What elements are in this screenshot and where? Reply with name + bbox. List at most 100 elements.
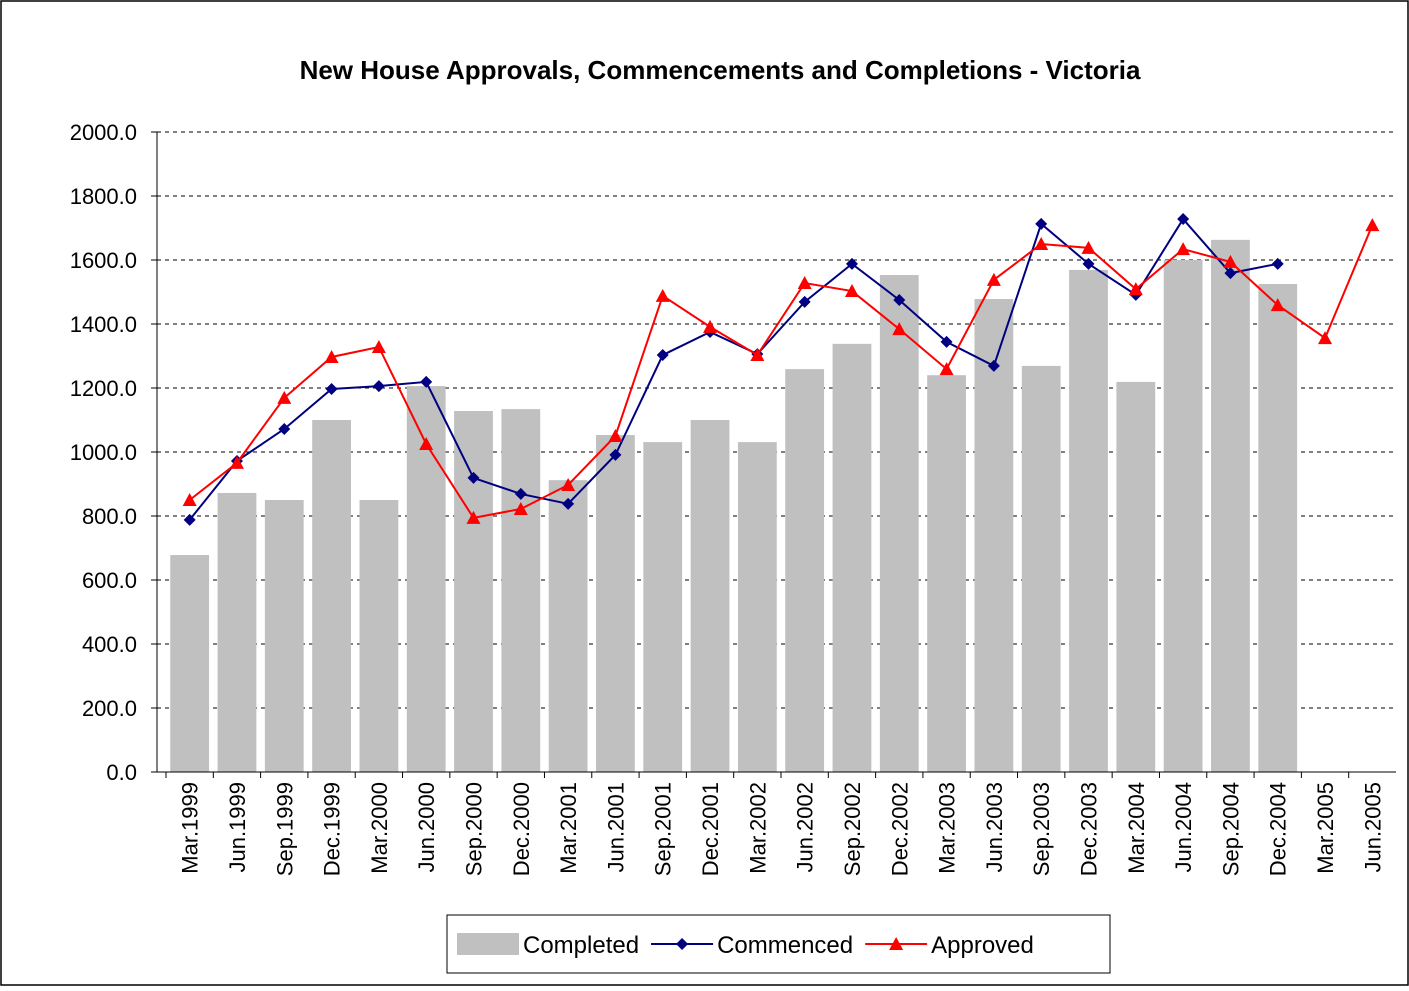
x-tick-label: Mar.2003 — [935, 782, 960, 874]
marker — [513, 501, 528, 515]
x-tick-label: Dec.2003 — [1077, 782, 1102, 876]
x-tick-label: Sep.2004 — [1218, 782, 1243, 876]
y-tick-label: 400.0 — [82, 632, 137, 657]
marker — [750, 348, 765, 362]
marker — [1223, 254, 1238, 268]
x-tick-label: Jun.2001 — [603, 782, 628, 873]
bar — [927, 375, 966, 772]
bar — [1069, 269, 1108, 772]
bar — [1116, 381, 1156, 772]
marker — [656, 349, 669, 362]
bar — [312, 420, 351, 772]
marker — [676, 938, 689, 950]
marker — [1034, 237, 1049, 250]
y-tick-label: 800.0 — [82, 504, 137, 529]
x-tick-label: Sep.1999 — [272, 782, 297, 876]
marker — [1177, 213, 1190, 226]
marker — [1270, 298, 1285, 312]
y-tick-label: 1400.0 — [70, 312, 137, 337]
x-tick-label: Mar.1999 — [178, 782, 203, 874]
marker — [609, 448, 622, 461]
chart-title: New House Approvals, Commencements and C… — [300, 55, 1141, 85]
bar — [785, 369, 825, 772]
marker — [798, 295, 811, 308]
marker — [372, 380, 385, 393]
y-tick-label: 0.0 — [106, 760, 137, 785]
bar — [879, 275, 919, 772]
marker — [229, 455, 244, 469]
bar — [170, 555, 210, 772]
x-tick-label: Dec.2002 — [887, 782, 912, 876]
marker — [987, 359, 1000, 372]
bar — [643, 442, 683, 772]
marker — [845, 257, 858, 270]
marker — [278, 422, 291, 435]
x-tick-label: Jun.1999 — [225, 782, 250, 873]
x-tick-label: Mar.2004 — [1124, 782, 1149, 874]
marker — [889, 937, 904, 950]
bar — [1211, 239, 1250, 773]
bar — [501, 409, 541, 772]
x-tick-label: Jun.2002 — [793, 782, 818, 873]
marker — [1082, 257, 1095, 270]
x-tick-label: Dec.2001 — [698, 782, 723, 876]
marker — [419, 437, 434, 450]
x-tick-label: Sep.2002 — [840, 782, 865, 876]
y-tick-label: 1200.0 — [70, 376, 137, 401]
marker — [940, 335, 953, 348]
y-tick-label: 2000.0 — [70, 120, 137, 145]
marker — [893, 294, 906, 306]
marker — [466, 510, 481, 524]
marker — [1176, 242, 1191, 256]
bar — [690, 420, 730, 772]
x-tick-label: Jun.2003 — [982, 782, 1007, 873]
marker — [1224, 267, 1237, 280]
x-tick-label: Jun.2004 — [1171, 782, 1196, 873]
x-tick-label: Dec.1999 — [320, 782, 345, 876]
marker — [655, 288, 670, 302]
marker — [1318, 331, 1333, 345]
marker — [1081, 240, 1096, 254]
bar — [359, 500, 399, 772]
bar — [974, 299, 1014, 772]
marker — [514, 487, 527, 500]
marker — [797, 276, 812, 290]
x-tick-label: Jun.2000 — [414, 782, 439, 873]
legend-swatch — [457, 933, 519, 955]
marker — [182, 493, 197, 506]
y-tick-label: 1600.0 — [70, 248, 137, 273]
marker — [892, 322, 907, 336]
x-tick-label: Mar.2001 — [556, 782, 581, 874]
x-tick-label: Sep.2001 — [651, 782, 676, 876]
y-tick-label: 200.0 — [82, 696, 137, 721]
x-tick-label: Sep.2003 — [1029, 782, 1054, 876]
x-tick-label: Mar.2002 — [745, 782, 770, 874]
line-series — [189, 224, 1374, 520]
line-series — [188, 217, 1278, 521]
legend-label: Commenced — [717, 932, 853, 959]
marker — [1128, 282, 1143, 296]
marker — [1365, 218, 1380, 232]
x-tick-label: Sep.2000 — [462, 782, 487, 876]
marker — [562, 497, 575, 510]
marker — [561, 477, 576, 491]
marker — [325, 382, 338, 395]
bar — [596, 435, 635, 772]
marker — [183, 513, 196, 526]
legend-box — [446, 914, 1111, 974]
marker — [467, 471, 480, 484]
marker — [703, 319, 718, 333]
x-tick-label: Dec.2004 — [1266, 782, 1291, 876]
legend: Completed Commenced Approved — [446, 914, 1111, 974]
bar — [737, 442, 777, 772]
marker — [420, 375, 433, 388]
marker — [844, 284, 859, 298]
legend-label: Completed — [523, 932, 639, 959]
bar — [1258, 284, 1298, 772]
x-tick-label: Dec.2000 — [509, 782, 534, 876]
bar — [548, 480, 588, 772]
legend-label: Approved — [931, 932, 1034, 959]
bar — [1163, 260, 1203, 772]
y-tick-label: 600.0 — [82, 568, 137, 593]
